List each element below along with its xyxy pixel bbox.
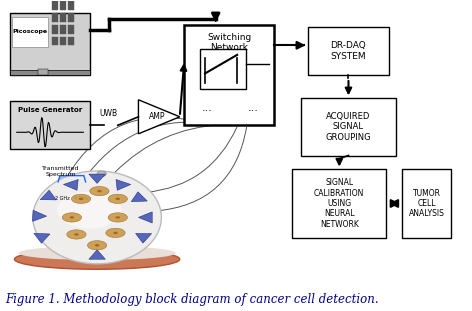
FancyBboxPatch shape [60, 25, 66, 34]
Text: SIGNAL
CALIBRATION
USING
NEURAL
NETWORK: SIGNAL CALIBRATION USING NEURAL NETWORK [314, 178, 364, 229]
Ellipse shape [69, 216, 74, 219]
Text: ACQUIRED
SIGNAL
GROUPING: ACQUIRED SIGNAL GROUPING [326, 112, 371, 142]
Ellipse shape [87, 241, 107, 250]
FancyBboxPatch shape [302, 98, 396, 156]
Text: Transmitted
Spectrum: Transmitted Spectrum [42, 166, 79, 177]
Ellipse shape [15, 249, 180, 269]
Polygon shape [138, 212, 152, 223]
Ellipse shape [79, 197, 84, 200]
Ellipse shape [33, 171, 161, 264]
FancyBboxPatch shape [68, 37, 74, 45]
Ellipse shape [113, 232, 118, 234]
Ellipse shape [116, 197, 120, 200]
FancyBboxPatch shape [10, 13, 90, 75]
Ellipse shape [95, 244, 100, 247]
Polygon shape [40, 190, 56, 200]
FancyBboxPatch shape [60, 37, 66, 45]
Polygon shape [131, 192, 147, 202]
Ellipse shape [67, 230, 86, 239]
FancyBboxPatch shape [60, 13, 66, 22]
Ellipse shape [57, 191, 121, 229]
Polygon shape [116, 179, 131, 190]
Ellipse shape [97, 171, 106, 177]
Ellipse shape [71, 194, 91, 203]
Text: Switching
Network: Switching Network [207, 33, 251, 52]
Polygon shape [138, 100, 180, 134]
FancyBboxPatch shape [185, 26, 274, 124]
FancyBboxPatch shape [12, 17, 48, 47]
Polygon shape [89, 250, 105, 259]
FancyBboxPatch shape [51, 25, 58, 34]
Ellipse shape [108, 194, 127, 203]
Text: Figure 1. Methodology block diagram of cancer cell detection.: Figure 1. Methodology block diagram of c… [5, 293, 379, 306]
Ellipse shape [62, 213, 82, 222]
FancyBboxPatch shape [51, 1, 58, 10]
Text: UWB: UWB [100, 109, 118, 118]
Polygon shape [33, 210, 47, 221]
Polygon shape [89, 174, 105, 183]
Ellipse shape [108, 213, 127, 222]
Polygon shape [63, 179, 78, 190]
Ellipse shape [18, 246, 176, 260]
Ellipse shape [74, 233, 79, 236]
Ellipse shape [116, 216, 120, 219]
FancyBboxPatch shape [10, 70, 90, 75]
FancyBboxPatch shape [51, 37, 58, 45]
FancyBboxPatch shape [68, 25, 74, 34]
Text: Pulse Generator: Pulse Generator [18, 107, 82, 113]
Ellipse shape [97, 190, 101, 192]
Text: Picoscope: Picoscope [12, 29, 48, 34]
FancyBboxPatch shape [68, 1, 74, 10]
Polygon shape [34, 233, 50, 243]
FancyBboxPatch shape [403, 169, 451, 238]
FancyBboxPatch shape [308, 27, 388, 75]
Text: ...: ... [248, 103, 259, 113]
FancyBboxPatch shape [10, 101, 90, 149]
Text: ...: ... [202, 103, 213, 113]
FancyBboxPatch shape [292, 169, 387, 238]
FancyBboxPatch shape [38, 69, 48, 75]
FancyBboxPatch shape [51, 13, 58, 22]
Text: 4 GHz: 4 GHz [74, 196, 88, 201]
Text: AMP: AMP [149, 112, 165, 121]
Polygon shape [135, 234, 152, 243]
Ellipse shape [90, 187, 109, 196]
Text: DR-DAQ
SYSTEM: DR-DAQ SYSTEM [330, 41, 366, 61]
Text: 2 GHz: 2 GHz [55, 196, 70, 201]
FancyBboxPatch shape [68, 13, 74, 22]
FancyBboxPatch shape [60, 1, 66, 10]
Text: TUMOR
CELL
ANALYSIS: TUMOR CELL ANALYSIS [409, 188, 445, 218]
Ellipse shape [106, 228, 125, 238]
